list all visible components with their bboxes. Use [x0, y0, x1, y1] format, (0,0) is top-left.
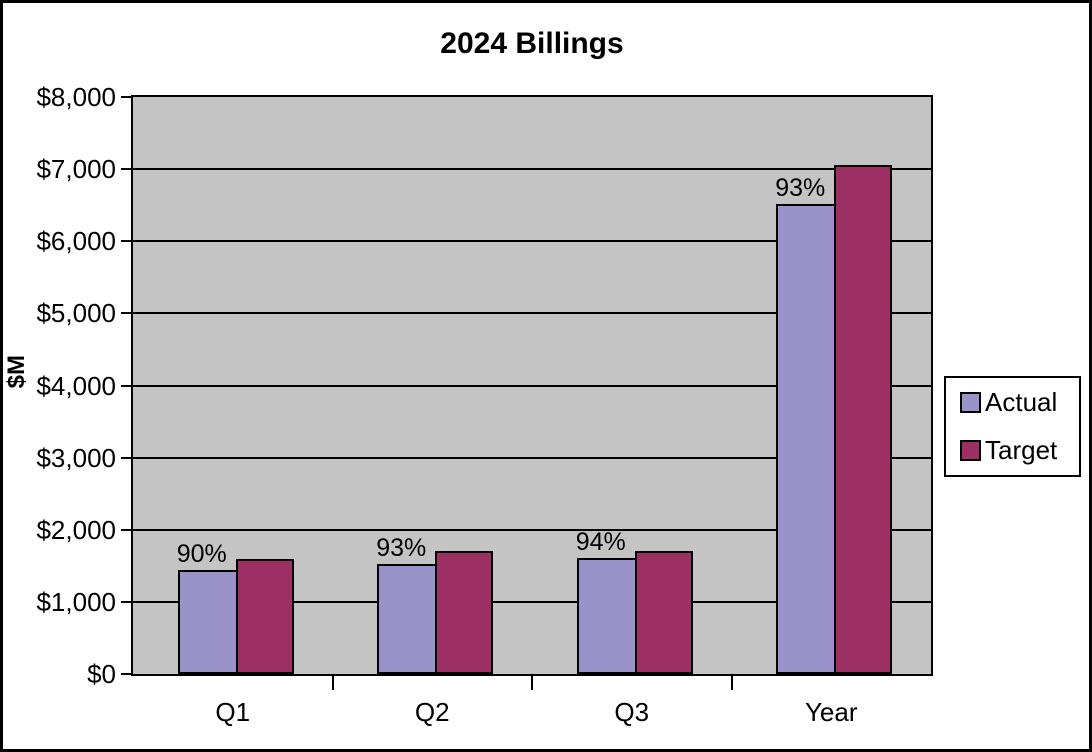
- y-tick-mark: [121, 528, 131, 531]
- target-bar-q3: [634, 551, 693, 674]
- y-tick-mark: [121, 600, 131, 603]
- y-tick-label: $2,000: [36, 514, 116, 545]
- x-tick-mark: [531, 676, 533, 690]
- x-category-label-year: Year: [804, 697, 858, 727]
- y-tick-mark: [121, 96, 131, 98]
- gridline: [133, 312, 931, 315]
- plot-area: 90% 93% 94% 93%: [131, 95, 933, 676]
- target-bar-q1: [235, 558, 294, 674]
- x-tick-mark: [730, 676, 733, 690]
- actual-bar-q1: [177, 570, 238, 674]
- y-tick-label: $0: [87, 659, 116, 689]
- gridline: [133, 528, 931, 531]
- y-tick-mark: [121, 240, 131, 243]
- bar-percentage-label-q1: 90%: [176, 540, 227, 569]
- y-tick-label: $5,000: [36, 298, 116, 329]
- gridline: [133, 456, 931, 459]
- y-tick-mark: [121, 673, 131, 675]
- actual-bar-q3: [576, 557, 637, 674]
- y-tick-label: $7,000: [36, 154, 116, 185]
- gridline: [133, 240, 931, 243]
- gridline: [133, 168, 931, 171]
- actual-bar-q2: [377, 563, 438, 674]
- actual-legend-label: Actual: [985, 386, 1058, 417]
- target-legend-marker: [960, 440, 981, 462]
- x-tick-mark: [331, 676, 334, 690]
- actual-bar-year: [776, 204, 837, 674]
- chart-title: 2024 Billings: [440, 27, 624, 60]
- y-tick-label: $3,000: [36, 442, 116, 473]
- y-tick-mark: [121, 384, 131, 387]
- y-tick-label: $6,000: [36, 226, 116, 257]
- y-tick-mark: [121, 168, 131, 171]
- y-tick-mark: [121, 456, 131, 459]
- legend-entry-actual: Actual: [960, 387, 1079, 418]
- actual-legend-marker: [960, 391, 981, 413]
- gridline: [133, 384, 931, 387]
- target-bar-year: [834, 164, 893, 674]
- target-bar-q2: [435, 551, 494, 674]
- x-category-label-q2: Q2: [414, 697, 450, 727]
- legend-entry-target: Target: [960, 435, 1079, 466]
- target-legend-label: Target: [985, 435, 1058, 466]
- bar-percentage-label-year: 93%: [775, 174, 826, 203]
- y-tick-label: $4,000: [36, 370, 116, 401]
- legend-box: Actual Target: [944, 376, 1081, 477]
- x-category-label-q1: Q1: [215, 697, 251, 727]
- y-tick-mark: [121, 312, 131, 315]
- y-tick-label: $8,000: [36, 82, 116, 112]
- x-category-label-q3: Q3: [614, 697, 650, 727]
- gridline: [133, 600, 931, 603]
- bar-percentage-label-q2: 93%: [376, 533, 427, 562]
- bar-percentage-label-q3: 94%: [575, 527, 626, 556]
- y-tick-label: $1,000: [36, 586, 116, 617]
